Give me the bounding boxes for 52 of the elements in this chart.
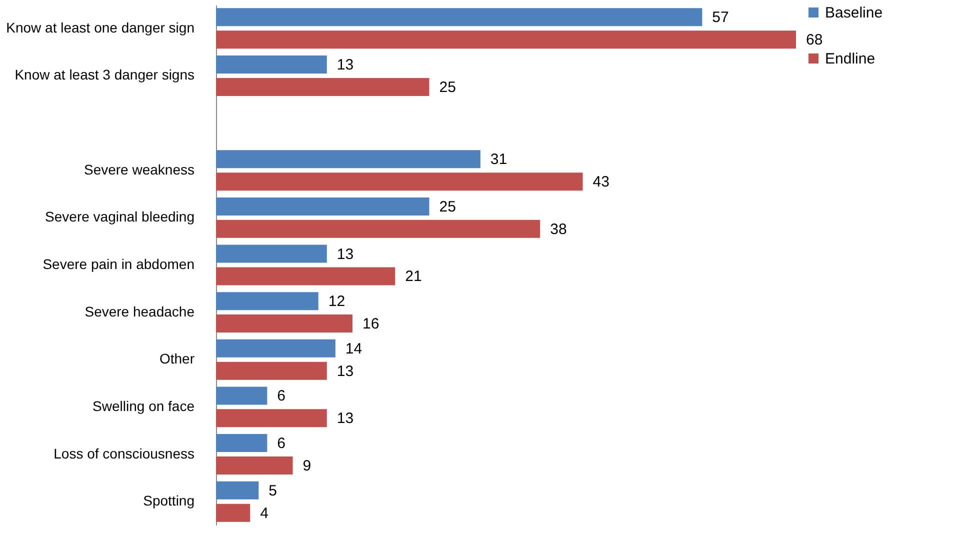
- bar: [216, 314, 352, 333]
- bar: [216, 409, 327, 428]
- y-tick-label: Swelling on face: [92, 398, 195, 414]
- y-tick-label: Severe headache: [84, 303, 195, 320]
- y-tick-label: Know at least 3 danger signs: [14, 66, 194, 83]
- y-tick-label: Spotting: [143, 492, 194, 509]
- data-label: 9: [302, 458, 312, 474]
- bar: [216, 220, 540, 238]
- data-label: 31: [490, 151, 508, 168]
- data-label: 68: [806, 32, 823, 49]
- bar: [216, 172, 583, 191]
- bar: [216, 8, 702, 26]
- bar: [216, 339, 336, 358]
- y-tick-label: Severe vaginal bleeding: [45, 208, 194, 225]
- data-label: 14: [345, 340, 362, 358]
- y-tick-label: Severe pain in abdomen: [42, 256, 194, 272]
- data-label: 25: [439, 198, 456, 216]
- data-label: 21: [405, 268, 422, 286]
- bar: [216, 150, 480, 168]
- data-label: 12: [328, 293, 346, 310]
- bar: [216, 386, 268, 405]
- legend-label: Endline: [825, 50, 876, 68]
- data-label: 6: [277, 435, 286, 452]
- bar: [216, 292, 318, 310]
- data-label: 25: [439, 78, 456, 96]
- data-label: 6: [277, 388, 286, 405]
- legend-label: Baseline: [825, 4, 883, 22]
- bar: [216, 56, 327, 74]
- bar: [216, 434, 268, 452]
- bar: [216, 78, 430, 96]
- bar: [216, 30, 796, 49]
- data-label: 13: [336, 362, 354, 380]
- y-tick-label: Know at least one danger sign: [6, 19, 194, 36]
- bar: [216, 244, 327, 263]
- bar: [216, 504, 250, 522]
- data-label: 38: [550, 220, 567, 238]
- bar: [216, 197, 430, 216]
- data-label: 4: [260, 504, 268, 522]
- data-label: 57: [712, 9, 729, 26]
- bar: [216, 362, 327, 380]
- data-label: 5: [268, 482, 277, 500]
- bar: [216, 267, 396, 286]
- data-label: 43: [592, 174, 610, 191]
- data-label: 13: [336, 56, 354, 74]
- y-tick-label: Severe weakness: [84, 161, 194, 178]
- y-tick-label: Loss of consciousness: [54, 445, 194, 462]
- data-label: 16: [362, 316, 380, 333]
- data-label: 13: [336, 410, 354, 428]
- data-label: 13: [336, 246, 354, 263]
- bar: [216, 456, 293, 474]
- y-tick-label: Other: [159, 350, 195, 367]
- bar: [216, 481, 259, 500]
